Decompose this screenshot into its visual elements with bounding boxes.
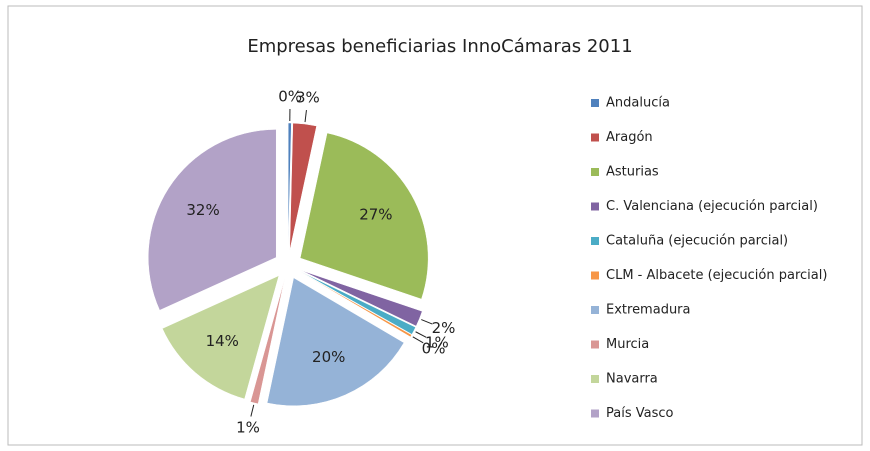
legend-label: País Vasco: [606, 406, 674, 421]
pie-slice: [300, 270, 423, 327]
legend-swatch: [591, 306, 599, 314]
legend-label: Andalucía: [606, 96, 670, 111]
data-label: 0%: [278, 88, 302, 106]
data-label: 3%: [296, 89, 320, 107]
legend-label: Navarra: [606, 372, 658, 387]
leader-line: [412, 336, 424, 344]
chart-title: Empresas beneficiarias InnoCámaras 2011: [247, 36, 632, 57]
data-label: 32%: [186, 201, 219, 219]
pie-slice: [147, 129, 277, 311]
legend-label: C. Valenciana (ejecución parcial): [606, 199, 818, 214]
leader-line: [304, 110, 307, 123]
legend-swatch: [591, 99, 599, 107]
pie-slice: [287, 122, 292, 252]
legend-swatch: [591, 409, 599, 418]
legend-swatch: [591, 202, 599, 211]
data-label: 20%: [312, 348, 345, 366]
data-label: 1%: [425, 333, 449, 351]
data-label: 0%: [422, 339, 446, 357]
pie-slice: [250, 278, 285, 405]
legend-swatch: [591, 340, 599, 349]
legend-swatch: [591, 133, 599, 142]
data-label: 1%: [236, 419, 260, 437]
legend-swatch: [591, 237, 599, 245]
legend-swatch: [591, 375, 599, 383]
data-label: 2%: [432, 319, 456, 337]
legend-swatch: [591, 271, 599, 280]
pie-slice: [289, 122, 317, 252]
pie-slice: [266, 277, 405, 407]
pie-slice: [300, 271, 412, 338]
chart-frame: [7, 5, 863, 446]
leader-line: [250, 404, 255, 417]
leader-line: [415, 331, 427, 338]
legend-swatch: [591, 168, 599, 176]
leader-line: [421, 319, 433, 325]
pie-slice: [300, 271, 416, 335]
data-label: 14%: [206, 332, 239, 350]
pie-slice: [161, 275, 280, 400]
data-label: 27%: [359, 206, 392, 224]
legend-label: Aragón: [606, 130, 653, 145]
legend-label: CLM - Albacete (ejecución parcial): [606, 268, 827, 283]
legend-label: Cataluña (ejecución parcial): [606, 234, 788, 249]
pie-slice: [299, 132, 429, 300]
legend-label: Murcia: [606, 337, 649, 352]
legend-label: Extremadura: [606, 303, 691, 318]
legend-label: Asturias: [606, 165, 659, 180]
